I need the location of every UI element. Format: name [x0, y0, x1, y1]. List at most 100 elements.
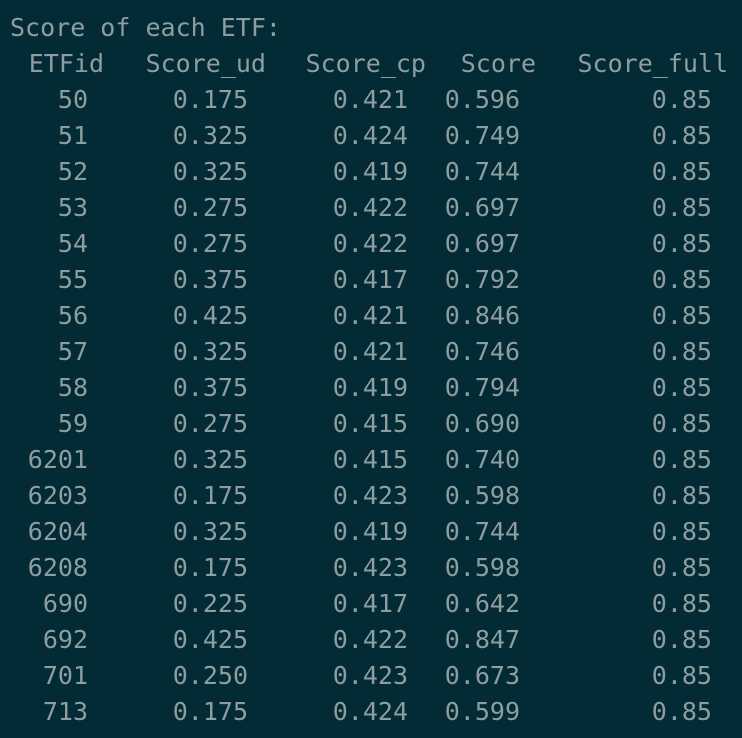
- cell-score-cp: 0.423: [332, 553, 408, 582]
- table-row: 6208 0.175 0.423 0.598 0.85: [0, 550, 742, 586]
- cell-score-full: 0.85: [651, 625, 712, 654]
- cell-etfid: 6204: [27, 517, 88, 546]
- cell-score-ud: 0.325: [172, 121, 248, 150]
- cell-score-cp: 0.417: [332, 265, 408, 294]
- cell-score-full: 0.85: [651, 85, 712, 114]
- cell-score: 0.794: [444, 373, 520, 402]
- cell-score: 0.598: [444, 481, 520, 510]
- cell-etfid: 59: [57, 409, 88, 438]
- cell-score: 0.642: [444, 589, 520, 618]
- cell-score-cp: 0.415: [332, 409, 408, 438]
- cell-score: 0.673: [444, 661, 520, 690]
- table-row: 713 0.175 0.424 0.599 0.85: [0, 694, 742, 730]
- column-header-score-cp: Score_cp: [305, 49, 426, 78]
- cell-score: 0.744: [444, 157, 520, 186]
- table-header: ETFid Score_ud Score_cp Score Score_full: [0, 46, 742, 82]
- cell-score-full: 0.85: [651, 481, 712, 510]
- cell-score-full: 0.85: [651, 589, 712, 618]
- cell-score-cp: 0.419: [332, 373, 408, 402]
- cell-score-full: 0.85: [651, 373, 712, 402]
- cell-etfid: 56: [57, 301, 88, 330]
- cell-score: 0.598: [444, 553, 520, 582]
- cell-score-cp: 0.422: [332, 625, 408, 654]
- cell-score-cp: 0.424: [332, 121, 408, 150]
- column-header-score-ud: Score_ud: [145, 49, 266, 78]
- cell-score-full: 0.85: [651, 697, 712, 726]
- cell-etfid: 690: [42, 589, 88, 618]
- cell-etfid: 57: [57, 337, 88, 366]
- cell-score-ud: 0.375: [172, 265, 248, 294]
- cell-etfid: 53: [57, 193, 88, 222]
- cell-score: 0.792: [444, 265, 520, 294]
- table-row: 701 0.250 0.423 0.673 0.85: [0, 658, 742, 694]
- cell-score-full: 0.85: [651, 661, 712, 690]
- cell-score-ud: 0.325: [172, 337, 248, 366]
- table-row: 59 0.275 0.415 0.690 0.85: [0, 406, 742, 442]
- cell-etfid: 701: [42, 661, 88, 690]
- cell-score-ud: 0.375: [172, 373, 248, 402]
- table-row: 53 0.275 0.422 0.697 0.85: [0, 190, 742, 226]
- table-row: 50 0.175 0.421 0.596 0.85: [0, 82, 742, 118]
- cell-etfid: 692: [42, 625, 88, 654]
- cell-score-ud: 0.175: [172, 85, 248, 114]
- cell-score: 0.596: [444, 85, 520, 114]
- cell-etfid: 6208: [27, 553, 88, 582]
- cell-score-cp: 0.422: [332, 193, 408, 222]
- table-row: 6203 0.175 0.423 0.598 0.85: [0, 478, 742, 514]
- cell-score-ud: 0.325: [172, 517, 248, 546]
- cell-score-full: 0.85: [651, 553, 712, 582]
- cell-etfid: 51: [57, 121, 88, 150]
- cell-etfid: 54: [57, 229, 88, 258]
- table-row: 54 0.275 0.422 0.697 0.85: [0, 226, 742, 262]
- cell-score: 0.846: [444, 301, 520, 330]
- table-row: 55 0.375 0.417 0.792 0.85: [0, 262, 742, 298]
- cell-score-full: 0.85: [651, 157, 712, 186]
- table-row: 58 0.375 0.419 0.794 0.85: [0, 370, 742, 406]
- cell-score: 0.744: [444, 517, 520, 546]
- cell-score: 0.697: [444, 229, 520, 258]
- cell-score-cp: 0.419: [332, 517, 408, 546]
- cell-score-cp: 0.423: [332, 661, 408, 690]
- cell-score-cp: 0.417: [332, 589, 408, 618]
- column-header-score-full: Score_full: [577, 49, 728, 78]
- cell-score-cp: 0.421: [332, 301, 408, 330]
- cell-score-cp: 0.424: [332, 697, 408, 726]
- cell-score: 0.740: [444, 445, 520, 474]
- table-row: 52 0.325 0.419 0.744 0.85: [0, 154, 742, 190]
- cell-score: 0.746: [444, 337, 520, 366]
- cell-score-ud: 0.275: [172, 229, 248, 258]
- table-row: 57 0.325 0.421 0.746 0.85: [0, 334, 742, 370]
- cell-score-full: 0.85: [651, 517, 712, 546]
- cell-score-cp: 0.421: [332, 85, 408, 114]
- cell-score-ud: 0.175: [172, 481, 248, 510]
- cell-etfid: 50: [57, 85, 88, 114]
- column-header-etfid: ETFid: [28, 49, 104, 78]
- cell-score: 0.690: [444, 409, 520, 438]
- cell-score-ud: 0.175: [172, 553, 248, 582]
- table-row: 51 0.325 0.424 0.749 0.85: [0, 118, 742, 154]
- cell-etfid: 55: [57, 265, 88, 294]
- cell-score-full: 0.85: [651, 193, 712, 222]
- cell-score: 0.599: [444, 697, 520, 726]
- table-row: 690 0.225 0.417 0.642 0.85: [0, 586, 742, 622]
- table-row: 6201 0.325 0.415 0.740 0.85: [0, 442, 742, 478]
- cell-score-full: 0.85: [651, 229, 712, 258]
- cell-score-full: 0.85: [651, 301, 712, 330]
- cell-score-ud: 0.275: [172, 409, 248, 438]
- cell-score: 0.847: [444, 625, 520, 654]
- cell-etfid: 6203: [27, 481, 88, 510]
- cell-score-full: 0.85: [651, 265, 712, 294]
- cell-score: 0.749: [444, 121, 520, 150]
- cell-score-cp: 0.422: [332, 229, 408, 258]
- cell-score-ud: 0.325: [172, 157, 248, 186]
- cell-score-cp: 0.415: [332, 445, 408, 474]
- cell-score-ud: 0.425: [172, 625, 248, 654]
- cell-score: 0.697: [444, 193, 520, 222]
- cell-etfid: 713: [42, 697, 88, 726]
- cell-score-ud: 0.275: [172, 193, 248, 222]
- cell-score-cp: 0.421: [332, 337, 408, 366]
- cell-score-cp: 0.419: [332, 157, 408, 186]
- table-row: 56 0.425 0.421 0.846 0.85: [0, 298, 742, 334]
- output-title: Score of each ETF:: [10, 13, 281, 42]
- column-header-score: Score: [460, 49, 536, 78]
